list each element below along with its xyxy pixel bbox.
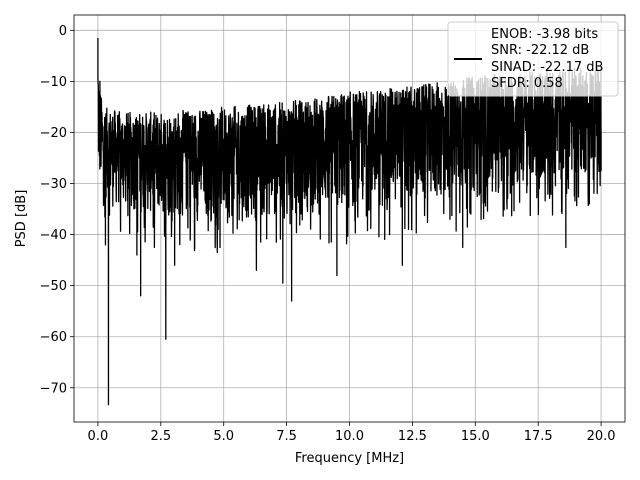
y-tick-label: −10 bbox=[40, 75, 67, 90]
x-tick-label: 2.5 bbox=[150, 429, 171, 444]
y-tick-label: −60 bbox=[40, 330, 67, 345]
y-tick-label: −50 bbox=[40, 279, 67, 294]
x-tick-label: 0.0 bbox=[88, 429, 109, 444]
legend-box bbox=[447, 21, 619, 97]
legend-entry-sinad: SINAD: -22.17 dB bbox=[491, 60, 603, 75]
x-tick-label: 10.0 bbox=[335, 429, 364, 444]
y-tick-label: 0 bbox=[59, 24, 67, 39]
x-tick-label: 20.0 bbox=[587, 429, 616, 444]
legend-entry-enob: ENOB: -3.98 bits bbox=[491, 27, 598, 42]
y-axis-label: PSD [dB] bbox=[14, 190, 29, 248]
x-axis-label: Frequency [MHz] bbox=[295, 451, 404, 466]
x-tick-label: 12.5 bbox=[398, 429, 427, 444]
x-tick-label: 15.0 bbox=[461, 429, 490, 444]
y-tick-label: −70 bbox=[40, 381, 67, 396]
x-tick-label: 5.0 bbox=[213, 429, 234, 444]
legend: ENOB: -3.98 bits SNR: -22.12 dB SINAD: -… bbox=[447, 21, 619, 97]
x-tick-label: 7.5 bbox=[276, 429, 297, 444]
y-tick-label: −20 bbox=[40, 126, 67, 141]
y-axis-ticks: 0 −10 −20 −30 −40 −50 −60 −70 bbox=[40, 24, 74, 396]
x-axis-ticks: 0.0 2.5 5.0 7.5 10.0 12.5 15.0 17.5 20.0 bbox=[88, 422, 616, 444]
legend-entry-snr: SNR: -22.12 dB bbox=[491, 43, 589, 58]
y-tick-label: −30 bbox=[40, 177, 67, 192]
legend-entry-sfdr: SFDR: 0.58 bbox=[491, 76, 563, 91]
x-tick-label: 17.5 bbox=[524, 429, 553, 444]
y-tick-label: −40 bbox=[40, 228, 67, 243]
